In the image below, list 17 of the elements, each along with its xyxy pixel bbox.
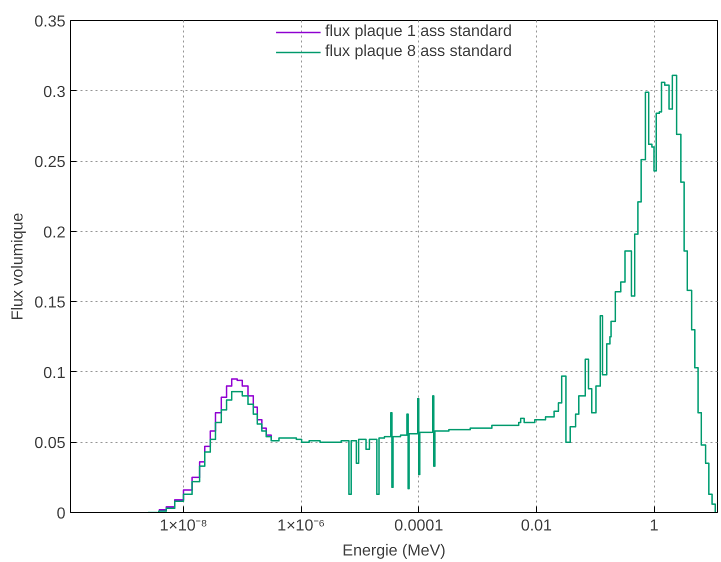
y-axis-title: Flux volumique <box>9 212 26 320</box>
legend-label: flux plaque 8 ass standard <box>325 43 512 61</box>
y-tick-label: 0.2 <box>43 224 66 242</box>
x-tick-label: 0.0001 <box>394 518 444 534</box>
y-tick-label: 0.15 <box>34 294 66 312</box>
y-tick-label: 0.35 <box>34 14 66 30</box>
x-axis-title: Energie (MeV) <box>342 542 446 560</box>
x-tick-label: 1×10⁻⁸ <box>160 518 208 534</box>
y-tick-label: 0.1 <box>43 364 66 382</box>
x-tick-label: 1 <box>650 518 659 534</box>
y-tick-label: 0 <box>56 506 66 522</box>
y-tick-label: 0.05 <box>34 435 66 452</box>
x-tick-label: 0.01 <box>520 518 552 534</box>
y-tick-label: 0.3 <box>43 84 66 101</box>
legend-label: flux plaque 1 ass standard <box>325 23 512 41</box>
y-tick-label: 0.25 <box>34 154 66 172</box>
x-tick-label: 1×10⁻⁶ <box>277 518 325 534</box>
